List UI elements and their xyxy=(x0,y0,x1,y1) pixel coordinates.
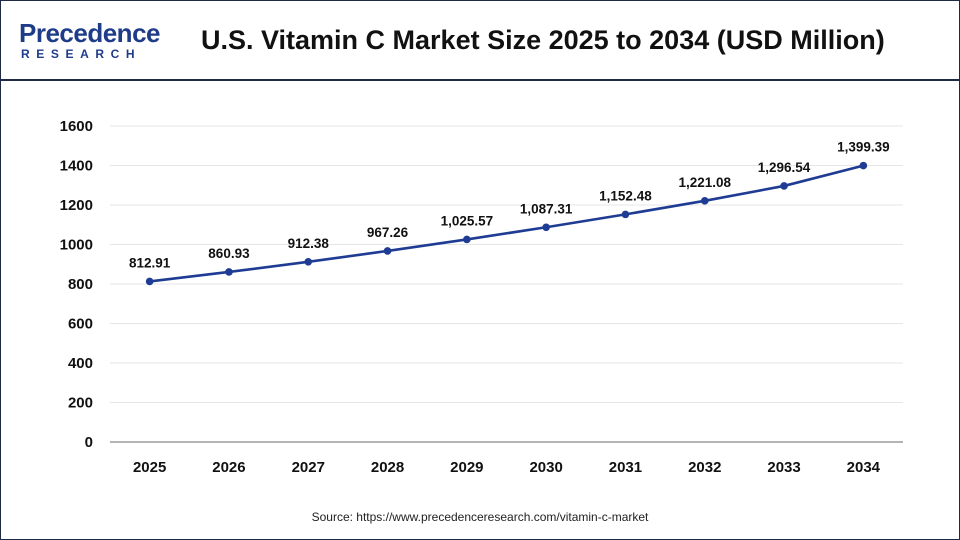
x-tick-label: 2032 xyxy=(688,459,721,476)
y-tick-label: 200 xyxy=(68,395,93,412)
data-label: 1,087.31 xyxy=(520,201,573,216)
data-label: 1,399.39 xyxy=(837,140,890,155)
data-point xyxy=(780,182,788,190)
data-label: 1,152.48 xyxy=(599,188,652,203)
logo-wordmark: Precedence xyxy=(19,18,160,48)
x-tick-label: 2030 xyxy=(529,459,562,476)
x-tick-label: 2028 xyxy=(371,459,404,476)
chart-area: 0 200 400 600 800 1000 1200 1400 1600 2025 2026 202… xyxy=(0,80,960,500)
data-point xyxy=(225,268,233,276)
logo-subtitle: RESEARCH xyxy=(21,47,142,61)
y-tick-label: 800 xyxy=(68,276,93,293)
data-point xyxy=(304,258,313,266)
y-tick-label: 400 xyxy=(68,355,93,372)
data-label: 1,296.54 xyxy=(758,160,811,175)
data-label: 1,221.08 xyxy=(678,175,731,190)
line-chart: 0 200 400 600 800 1000 1200 1400 1600 2025 2026 202… xyxy=(60,118,903,476)
x-tick-label: 2034 xyxy=(847,459,881,476)
data-point xyxy=(542,223,550,232)
x-tick-label: 2027 xyxy=(292,459,325,476)
data-point xyxy=(621,210,630,219)
x-tick-label: 2029 xyxy=(450,459,483,476)
data-point xyxy=(859,161,868,170)
y-tick-label: 0 xyxy=(85,434,93,451)
data-label: 860.93 xyxy=(208,246,250,261)
x-tick-label: 2026 xyxy=(212,459,245,476)
data-label: 967.26 xyxy=(367,225,409,240)
series-line xyxy=(149,164,864,283)
data-label: 1,025.57 xyxy=(441,213,494,228)
source-note: Source: https://www.precedenceresearch.c… xyxy=(311,510,649,524)
brand-logo: Precedence RESEARCH xyxy=(19,19,169,63)
x-tick-label: 2033 xyxy=(767,459,800,476)
y-tick-label: 1400 xyxy=(60,158,93,175)
x-tick-label: 2031 xyxy=(609,459,642,476)
y-tick-label: 1000 xyxy=(60,237,93,254)
data-point xyxy=(700,197,709,205)
x-tick-label: 2025 xyxy=(133,459,166,476)
data-label: 812.91 xyxy=(129,255,171,270)
chart-title: U.S. Vitamin C Market Size 2025 to 2034 … xyxy=(201,25,885,55)
y-tick-label: 1200 xyxy=(60,197,93,214)
header: Precedence RESEARCH U.S. Vitamin C Marke… xyxy=(1,1,959,81)
y-tick-label: 600 xyxy=(68,316,93,333)
data-point xyxy=(463,235,471,244)
y-tick-label: 1600 xyxy=(60,118,93,135)
data-label: 912.38 xyxy=(288,236,330,251)
data-point xyxy=(145,277,154,286)
data-point xyxy=(383,247,392,255)
